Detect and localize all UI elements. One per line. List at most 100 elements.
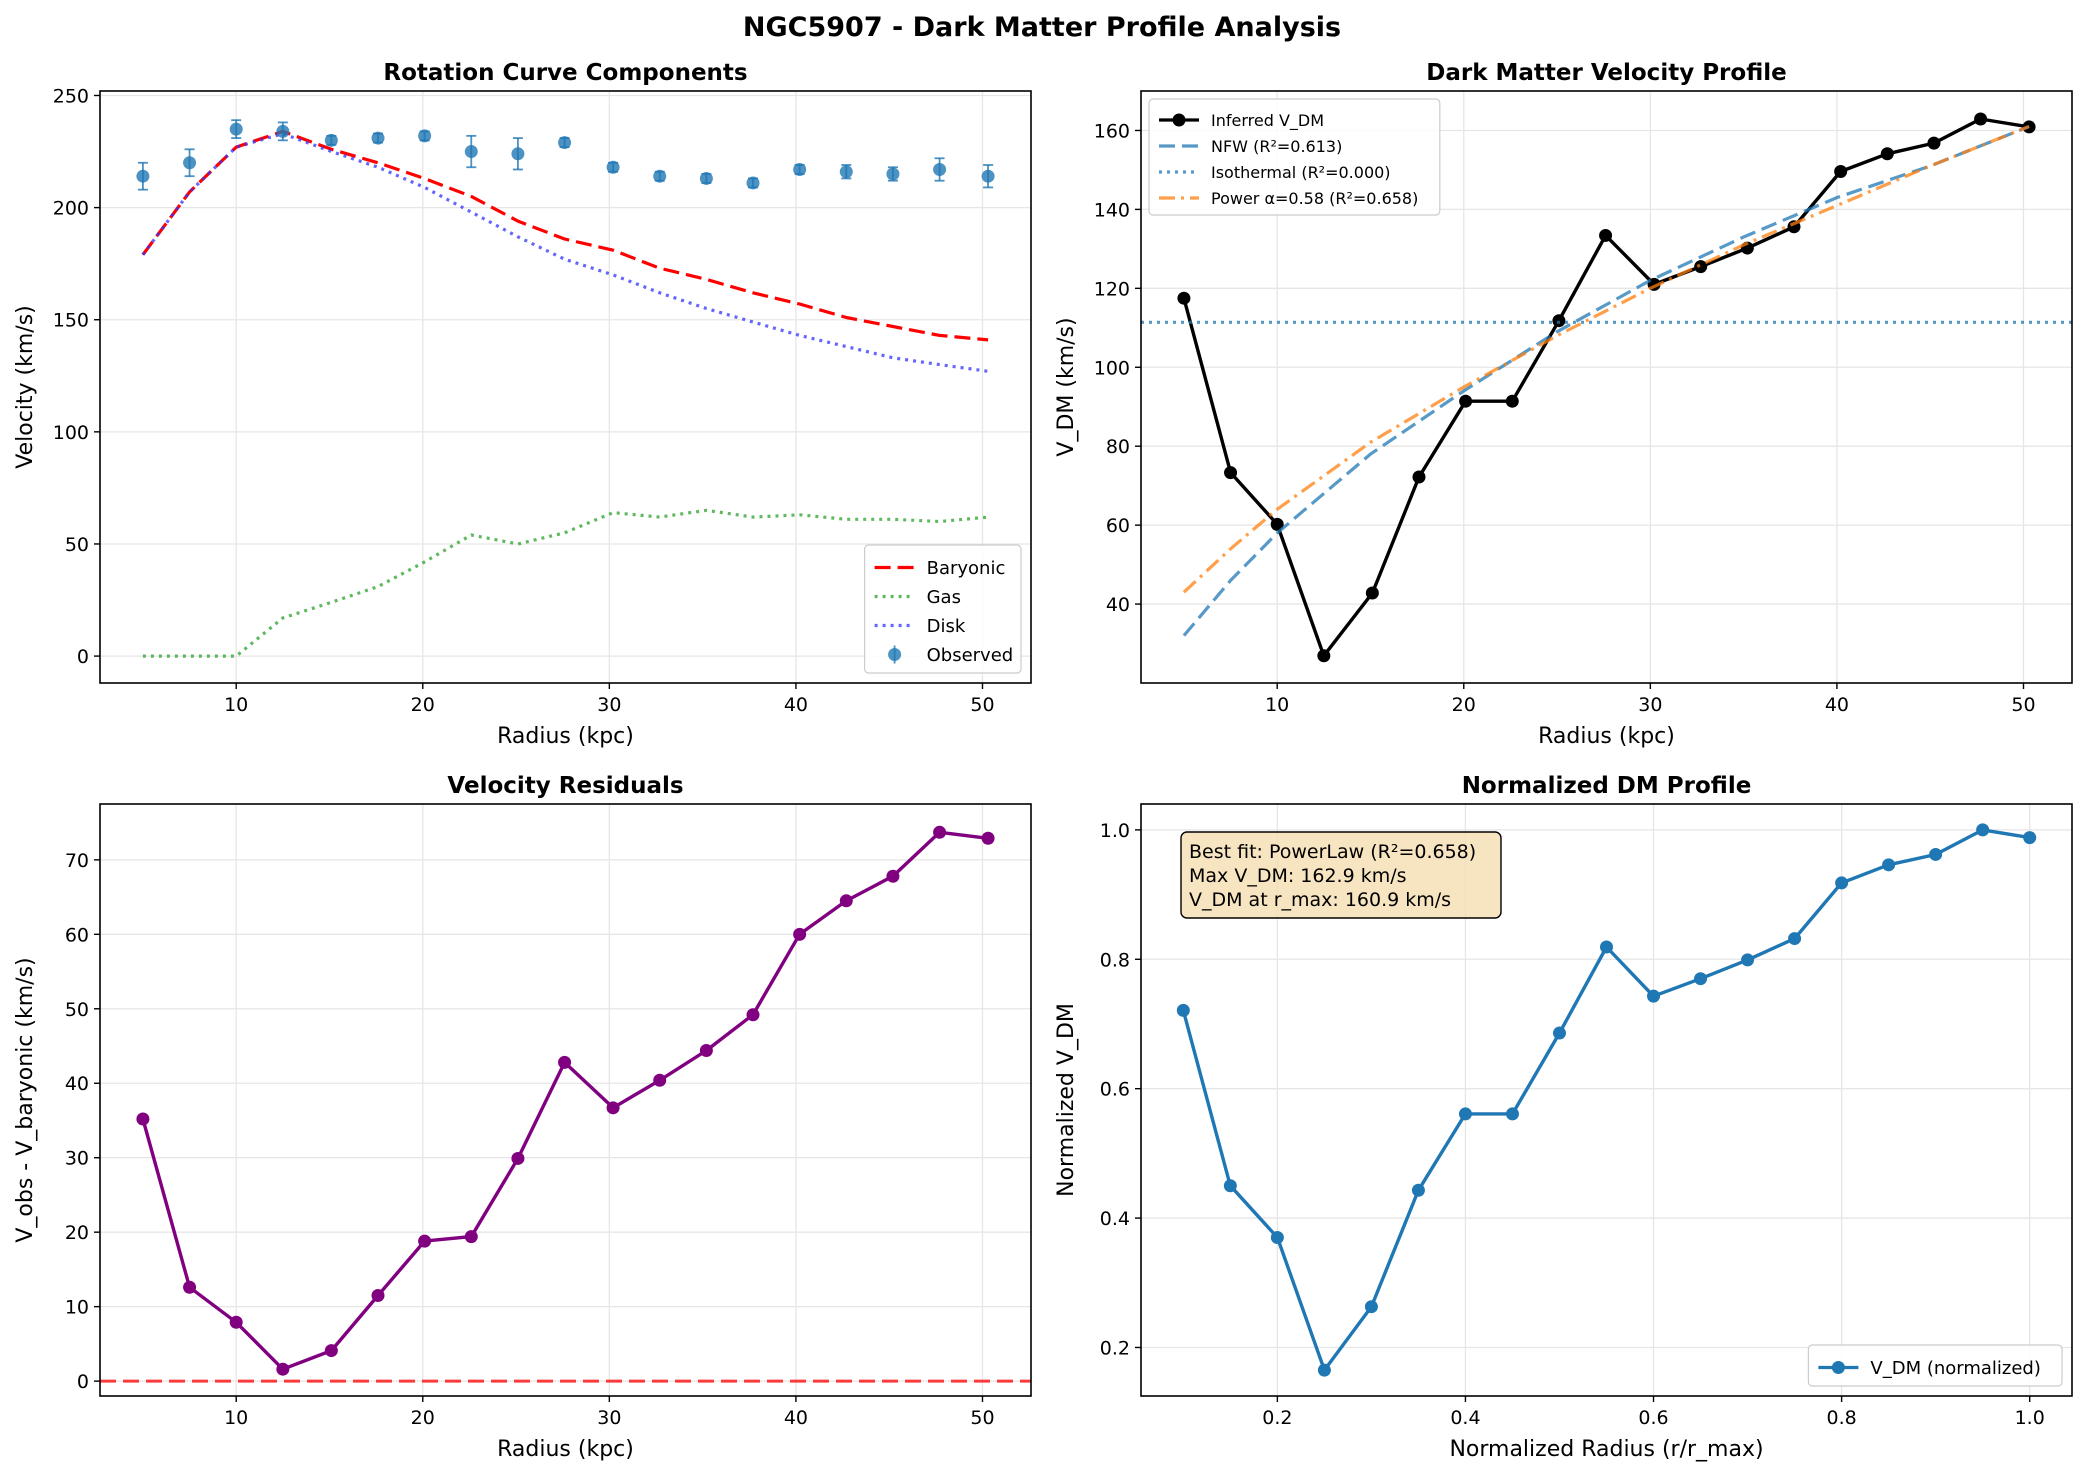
legend-label: Disk [927, 616, 966, 637]
x-tick-label: 30 [597, 1407, 621, 1429]
data-point [653, 1073, 667, 1087]
data-point [1177, 291, 1191, 305]
y-axis-label: Velocity (km/s) [13, 305, 38, 469]
x-tick-label: 0.6 [1638, 1407, 1668, 1429]
series-line-disk [141, 132, 989, 373]
plot-area [1141, 112, 2072, 663]
legend-marker [888, 648, 902, 661]
y-tick-label: 0.8 [1100, 949, 1130, 971]
legend-frame [1148, 98, 1441, 216]
data-point [1317, 649, 1331, 663]
observed-point [371, 131, 385, 145]
data-point [1505, 394, 1519, 408]
x-tick-label: 20 [1452, 694, 1476, 716]
legend-item: V_DM (normalized) [1818, 1358, 2041, 1379]
y-tick-label: 50 [65, 534, 89, 556]
observed-point [464, 145, 478, 159]
data-point [933, 825, 947, 839]
observed-point [606, 160, 620, 174]
observed-point [183, 156, 197, 170]
y-tick-label: 40 [65, 1073, 89, 1095]
panel-dm-velocity-profile: 10 20 30 40 50 40 60 80 100 120 140 160 Dark Matter … [1054, 60, 2073, 749]
legend-label: Power α=0.58 (R²=0.658) [1211, 189, 1418, 208]
observed-point [793, 162, 807, 176]
data-point [1270, 517, 1284, 531]
data-point [1882, 858, 1896, 872]
y-tick-label: 0.2 [1100, 1337, 1130, 1359]
x-tick-label: 30 [597, 694, 621, 716]
data-point [1694, 972, 1708, 986]
y-tick-label: 60 [1106, 515, 1130, 537]
x-tick-label: 1.0 [2015, 1407, 2045, 1429]
data-point [558, 1055, 572, 1069]
x-axis-label: Radius (kpc) [497, 1437, 634, 1462]
x-tick-label: 40 [784, 694, 808, 716]
observed-point [981, 169, 995, 183]
axes-frame [1140, 803, 2073, 1397]
y-tick-label: 0.4 [1100, 1208, 1130, 1230]
x-tick-label: 50 [970, 1407, 994, 1429]
subplot-title: Dark Matter Velocity Profile [1426, 60, 1786, 86]
data-point [1552, 1026, 1566, 1040]
x-tick-label: 10 [224, 1407, 248, 1429]
legend-item: Inferred V_DM [1159, 111, 1324, 131]
legend-label: V_DM (normalized) [1870, 1358, 2041, 1379]
data-point [1929, 847, 1943, 861]
data-point [793, 927, 807, 941]
data-point [1741, 953, 1755, 967]
panel-velocity-residuals: 10 20 30 40 50 0 10 20 30 40 50 60 70 Velocity Residu… [13, 773, 1032, 1462]
data-point [1976, 823, 1990, 837]
y-tick-label: 30 [65, 1148, 89, 1170]
legend: V_DM (normalized) [1807, 1344, 2063, 1387]
x-tick-label: 30 [1638, 694, 1662, 716]
x-tick-label: 20 [411, 694, 435, 716]
data-point [1552, 314, 1566, 328]
x-tick-label: 0.4 [1450, 1407, 1480, 1429]
data-point [1927, 136, 1941, 150]
legend-frame [863, 544, 1022, 674]
data-point [746, 1008, 760, 1022]
y-tick-label: 40 [1106, 594, 1130, 616]
data-point [136, 1112, 150, 1126]
data-point [699, 1043, 713, 1057]
data-point [1834, 165, 1848, 179]
data-point [1880, 147, 1894, 161]
y-tick-label: 0 [77, 1371, 89, 1393]
legend-item: Power α=0.58 (R²=0.658) [1159, 189, 1418, 208]
x-tick-label: 10 [1265, 694, 1289, 716]
observed-point [558, 136, 572, 150]
observed-point [746, 176, 760, 190]
y-tick-label: 0.6 [1100, 1079, 1130, 1101]
x-axis-label: Normalized Radius (r/r_max) [1449, 1437, 1763, 1462]
axes-frame [1140, 90, 2073, 684]
panel-rotation-curve: 10 20 30 40 50 0 50 100 150 200 250 Rotation Curve … [13, 60, 1032, 749]
legend-marker [1172, 113, 1186, 127]
y-tick-label: 100 [53, 422, 89, 444]
subplot-title: Rotation Curve Components [383, 60, 747, 86]
subplot-title: Normalized DM Profile [1462, 773, 1752, 799]
legend: Inferred V_DM NFW (R²=0.613) Isothermal (R… [1148, 98, 1441, 216]
data-point [1788, 932, 1802, 946]
data-point [1270, 1230, 1284, 1244]
data-point [1458, 1107, 1472, 1121]
y-tick-label: 160 [1094, 120, 1130, 142]
data-point [1459, 394, 1473, 408]
observed-point [653, 169, 667, 183]
data-point [1365, 586, 1379, 600]
data-point [418, 1234, 432, 1248]
data-point [1364, 1300, 1378, 1314]
observed-point [886, 167, 900, 181]
observed-point [324, 133, 338, 147]
plot-area [1176, 823, 2037, 1377]
legend-frame [1807, 1344, 2063, 1387]
x-tick-label: 40 [784, 1407, 808, 1429]
y-tick-label: 1.0 [1100, 820, 1130, 842]
y-tick-label: 80 [1106, 436, 1130, 458]
observed-point [839, 165, 853, 179]
legend-item: Disk [874, 616, 966, 637]
y-tick-label: 20 [65, 1222, 89, 1244]
panel-normalized-dm-profile: 0.2 0.4 0.6 0.8 1.0 0.2 0.4 0.6 0.8 1.0 Normalized… [1054, 773, 2073, 1462]
y-tick-label: 250 [53, 85, 89, 107]
x-tick-label: 50 [2011, 694, 2035, 716]
data-point [511, 1151, 525, 1165]
